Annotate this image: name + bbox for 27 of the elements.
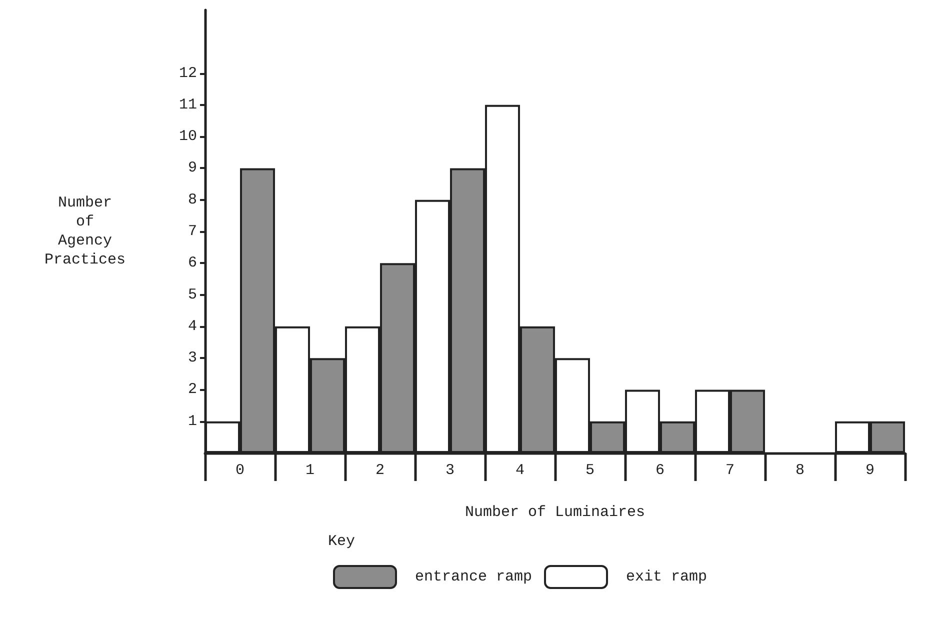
y-tick-label: 9	[188, 160, 197, 177]
x-tick-label: 0	[235, 462, 245, 479]
x-tick-label: 3	[445, 462, 455, 479]
y-axis-title: Number of Agency Practices	[44, 194, 126, 268]
x-tick-label: 6	[655, 462, 665, 479]
legend-title: Key	[328, 533, 356, 550]
y-tick-label: 1	[188, 412, 197, 430]
x-tick-label: 4	[515, 462, 525, 479]
y-tick-label: 10	[178, 128, 197, 146]
y-tick-label: 6	[188, 254, 197, 272]
x-axis-title: Number of Luminaires	[464, 504, 646, 521]
legend-label: exit ramp	[626, 568, 708, 586]
y-tick-label: 7	[188, 223, 197, 240]
y-tick-label: 8	[188, 191, 197, 208]
x-tick-label: 2	[375, 462, 385, 479]
y-tick-label: 11	[178, 96, 197, 114]
x-tick-label: 8	[795, 462, 805, 479]
x-tick-label: 5	[585, 462, 595, 479]
y-tick-label: 3	[188, 350, 197, 367]
legend-label: entrance ramp	[415, 568, 532, 586]
x-tick-label: 9	[865, 462, 875, 479]
y-tick-label: 4	[188, 318, 197, 335]
y-tick-label: 2	[188, 381, 197, 398]
y-tick-label: 5	[188, 286, 197, 304]
x-tick-label: 7	[725, 462, 735, 479]
x-tick-label: 1	[305, 462, 315, 479]
y-tick-label: 12	[178, 64, 197, 82]
